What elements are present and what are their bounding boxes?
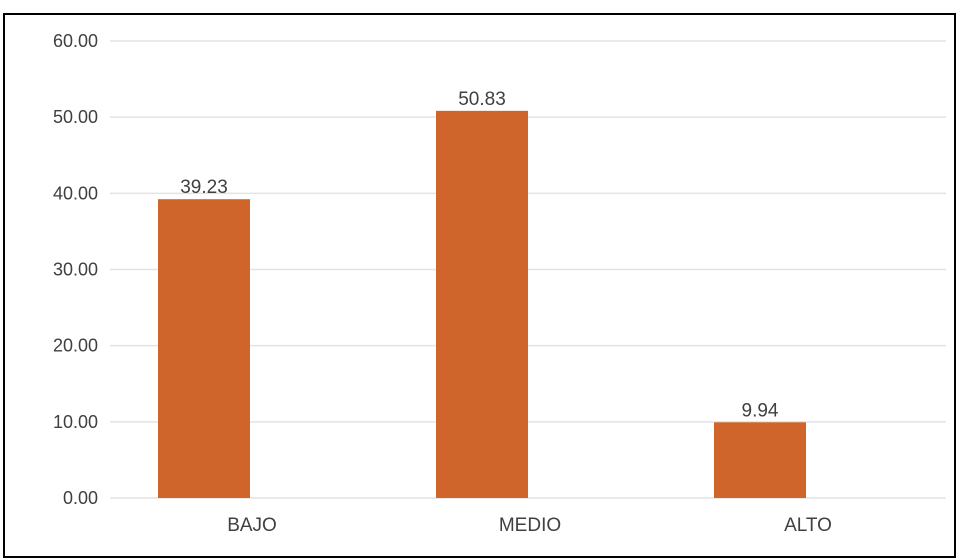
y-tick-label: 30.00	[53, 260, 98, 280]
data-label-alto: 9.94	[742, 400, 779, 421]
y-tick-label: 40.00	[53, 183, 98, 203]
y-tick-label: 60.00	[53, 31, 98, 51]
x-category-label-bajo: BAJO	[227, 515, 277, 536]
x-category-label-alto: ALTO	[784, 515, 832, 536]
data-label-bajo: 39.23	[180, 177, 228, 198]
x-axis-category-labels: BAJO MEDIO ALTO	[227, 515, 832, 536]
y-tick-label: 20.00	[53, 336, 98, 356]
data-label-medio: 50.83	[458, 89, 506, 110]
bar-bajo	[158, 199, 250, 498]
y-tick-label: 10.00	[53, 412, 98, 432]
data-labels: 39.23 50.83 9.94	[180, 89, 779, 421]
bars	[158, 110, 806, 498]
y-axis-tick-labels: 0.00 10.00 20.00 30.00 40.00 50.00 60.00	[53, 31, 98, 508]
y-tick-label: 50.00	[53, 107, 98, 127]
bar-alto	[714, 422, 806, 498]
bar-medio	[436, 110, 528, 498]
y-tick-label: 0.00	[63, 488, 98, 508]
x-category-label-medio: MEDIO	[499, 515, 561, 536]
